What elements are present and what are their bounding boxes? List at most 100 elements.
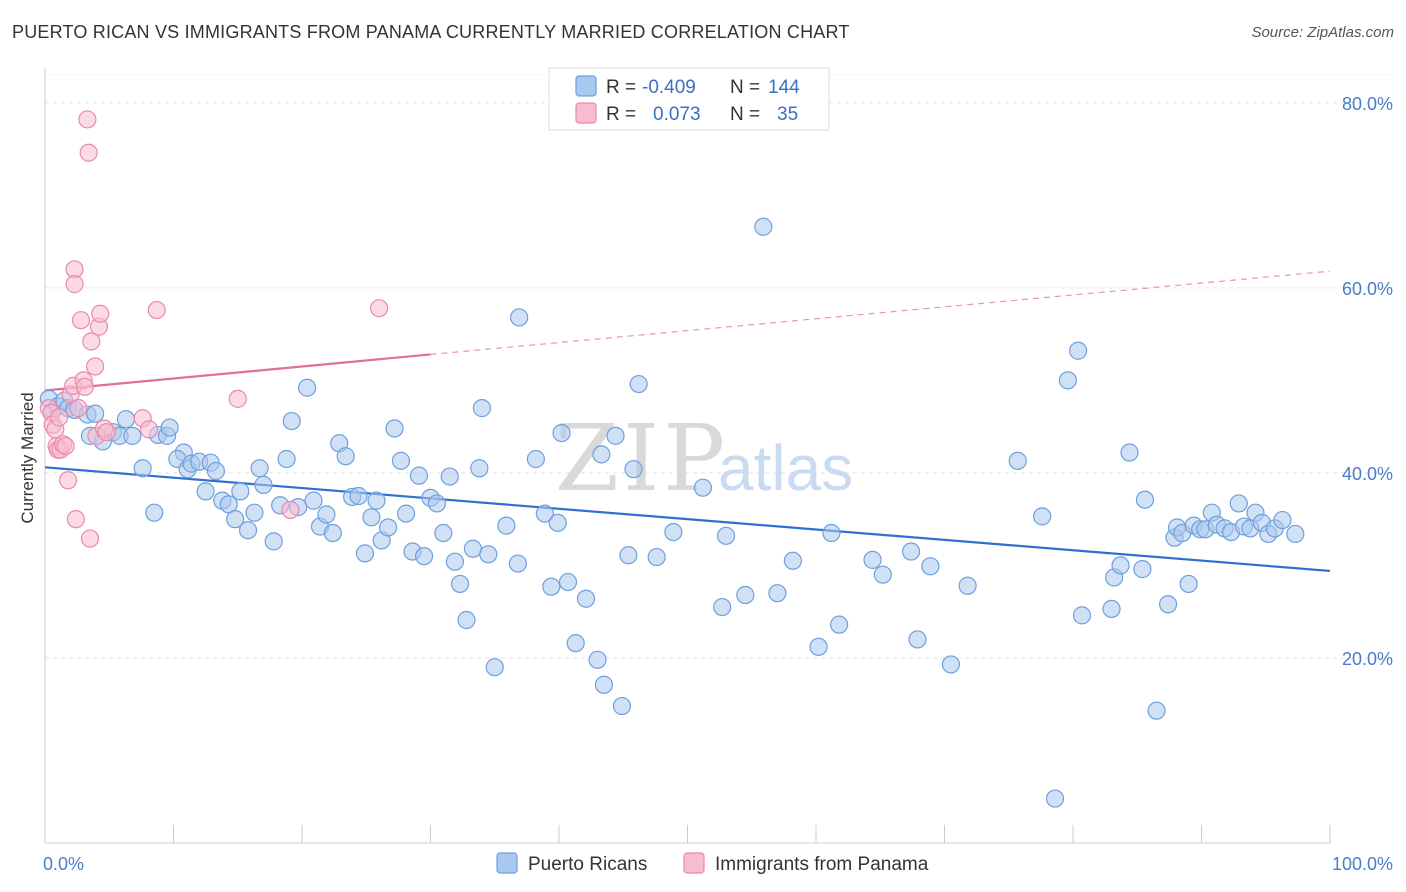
point-puerto-ricans: [647, 547, 666, 567]
point-puerto-ricans: [612, 696, 632, 716]
source-credit: Source: ZipAtlas.com: [1251, 24, 1394, 41]
point-puerto-ricans: [1135, 490, 1155, 509]
point-puerto-ricans: [396, 504, 416, 523]
point-puerto-ricans: [160, 418, 179, 437]
point-puerto-ricans: [901, 542, 921, 561]
legend-n-label: N =: [730, 77, 760, 98]
point-puerto-ricans: [576, 589, 596, 608]
point-puerto-ricans: [1286, 524, 1305, 544]
x-tick-label: 100.0%: [1332, 854, 1393, 874]
point-immigrants-from-panama: [97, 423, 116, 442]
point-immigrants-from-panama: [139, 420, 159, 439]
legend-r-value: 0.073: [653, 104, 701, 125]
point-puerto-ricans: [145, 503, 164, 522]
legend-series-puerto-ricans: Puerto Ricans: [528, 854, 647, 875]
point-puerto-ricans: [783, 551, 802, 570]
legend-bottom: Puerto Ricans Immigrants from Panama: [496, 852, 929, 875]
point-puerto-ricans: [457, 610, 476, 630]
chart-title: PUERTO RICAN VS IMMIGRANTS FROM PANAMA C…: [12, 22, 850, 42]
point-immigrants-from-panama: [59, 471, 78, 490]
y-axis-label: Currently Married: [18, 392, 37, 523]
legend-swatch-immigrants-from-panama: [575, 102, 597, 124]
point-immigrants-from-panama: [69, 399, 88, 418]
point-immigrants-from-panama: [79, 143, 98, 162]
point-puerto-ricans: [822, 523, 841, 543]
point-puerto-ricans: [206, 461, 226, 481]
point-puerto-ricans: [245, 503, 264, 522]
point-puerto-ricans: [809, 637, 828, 656]
legend-n-value: 144: [768, 77, 800, 98]
y-tick-label: 20.0%: [1342, 649, 1393, 669]
point-puerto-ricans: [629, 374, 648, 394]
point-puerto-ricans: [908, 630, 927, 649]
y-tick-label: 40.0%: [1342, 464, 1393, 484]
point-puerto-ricans: [196, 482, 215, 501]
point-puerto-ricans: [450, 574, 470, 594]
watermark-atlas: atlas: [718, 432, 853, 504]
point-puerto-ricans: [282, 411, 301, 431]
point-puerto-ricans: [414, 547, 434, 566]
point-puerto-ricans: [485, 658, 504, 677]
x-tick-labels: 0.0% 100.0%: [43, 854, 1393, 874]
point-puerto-ricans: [385, 419, 404, 438]
point-puerto-ricans: [830, 615, 849, 634]
point-puerto-ricans: [123, 426, 142, 445]
point-puerto-ricans: [434, 523, 453, 543]
point-puerto-ricans: [1179, 574, 1198, 594]
point-puerto-ricans: [535, 504, 554, 523]
point-puerto-ricans: [941, 655, 961, 674]
point-puerto-ricans: [472, 399, 491, 418]
legend-r-value: -0.409: [642, 77, 696, 98]
point-puerto-ricans: [958, 576, 977, 595]
point-puerto-ricans: [445, 552, 465, 571]
point-puerto-ricans: [463, 539, 483, 558]
point-puerto-ricans: [470, 459, 489, 478]
legend-top: R = -0.409 N = 144 R = 0.073 N = 35: [548, 67, 830, 131]
point-puerto-ricans: [497, 516, 516, 535]
point-puerto-ricans: [378, 518, 398, 537]
point-puerto-ricans: [1229, 494, 1248, 513]
point-puerto-ricans: [1133, 560, 1152, 579]
y-tick-labels: 20.0% 40.0% 60.0% 80.0%: [1342, 94, 1393, 669]
point-puerto-ricans: [277, 449, 296, 469]
point-puerto-ricans: [298, 378, 317, 397]
point-puerto-ricans: [264, 532, 283, 551]
point-immigrants-from-panama: [71, 311, 91, 330]
point-puerto-ricans: [1158, 595, 1178, 614]
point-puerto-ricans: [624, 460, 643, 479]
point-puerto-ricans: [619, 546, 638, 565]
point-immigrants-from-panama: [91, 304, 110, 323]
point-puerto-ricans: [921, 557, 940, 576]
point-puerto-ricans: [427, 494, 447, 513]
point-puerto-ricans: [336, 447, 355, 466]
point-immigrants-from-panama: [228, 389, 247, 408]
legend-n-label: N =: [730, 104, 760, 125]
point-puerto-ricans: [409, 466, 429, 485]
point-puerto-ricans: [508, 554, 527, 573]
point-puerto-ricans: [588, 650, 607, 669]
point-immigrants-from-panama: [80, 529, 100, 548]
point-puerto-ricans: [548, 513, 567, 532]
x-tick-label: 0.0%: [43, 854, 84, 874]
point-puerto-ricans: [1120, 443, 1139, 462]
point-immigrants-from-panama: [66, 510, 85, 529]
point-puerto-ricans: [304, 491, 323, 510]
point-puerto-ricans: [1147, 701, 1166, 720]
point-puerto-ricans: [323, 523, 342, 543]
point-puerto-ricans: [1058, 371, 1077, 390]
point-puerto-ricans: [1072, 606, 1092, 625]
point-puerto-ricans: [250, 459, 269, 478]
point-puerto-ricans: [362, 508, 381, 527]
point-immigrants-from-panama: [78, 110, 97, 129]
legend-r-label: R =: [606, 104, 636, 125]
point-puerto-ricans: [238, 521, 258, 540]
point-immigrants-from-panama: [50, 408, 69, 427]
legend-r-label: R =: [606, 77, 636, 98]
point-puerto-ricans: [116, 410, 136, 429]
y-tick-label: 60.0%: [1342, 279, 1393, 299]
point-puerto-ricans: [391, 451, 411, 470]
legend-n-value: 35: [777, 104, 798, 125]
point-puerto-ricans: [566, 634, 585, 653]
point-puerto-ricans: [1008, 451, 1027, 470]
